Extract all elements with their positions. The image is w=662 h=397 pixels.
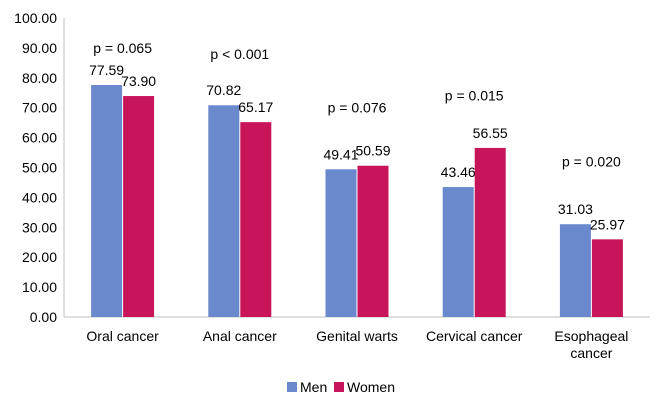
y-tick-label: 70.00 [22, 100, 57, 116]
y-tick-label: 80.00 [22, 70, 57, 86]
x-category-label-line: cancer [570, 345, 612, 361]
data-label: 25.97 [590, 216, 625, 232]
data-label: 49.41 [323, 146, 358, 162]
y-tick-label: 50.00 [22, 160, 57, 176]
bar-women [240, 122, 272, 318]
legend: Men Women [287, 379, 395, 395]
x-category-label-line: Genital warts [316, 328, 398, 344]
p-value-label: p = 0.076 [328, 100, 387, 116]
x-category-label-line: Oral cancer [86, 328, 159, 344]
bar-men [559, 224, 591, 317]
data-label: 65.17 [238, 99, 273, 115]
legend-label-women: Women [347, 379, 395, 395]
y-axis: 0.00 10.00 20.00 30.00 40.00 50.00 60.00 70.00 8… [14, 10, 65, 325]
y-tick-label: 20.00 [22, 249, 57, 265]
bar-women [357, 165, 389, 317]
x-category-label: Genital warts [316, 328, 398, 344]
x-category-label: Oral cancer [86, 328, 159, 344]
x-category-label: Anal cancer [203, 328, 277, 344]
x-axis: Oral cancer Anal cancer Genital warts Cervi… [64, 316, 650, 361]
data-label: 43.46 [441, 164, 476, 180]
bar-men [208, 105, 240, 317]
bar-men [91, 85, 123, 318]
y-tick-label: 40.00 [22, 189, 57, 205]
data-label: 50.59 [355, 143, 390, 159]
y-tick-label: 0.00 [30, 309, 57, 325]
legend-label-men: Men [300, 379, 327, 395]
p-value-label: p = 0.020 [562, 154, 621, 170]
y-tick-label: 90.00 [22, 40, 57, 56]
p-value-annotations: p = 0.065 p < 0.001 p = 0.076 p = 0.015 p = … [93, 40, 621, 170]
y-tick-label: 60.00 [22, 130, 57, 146]
data-label: 73.90 [121, 73, 156, 89]
bar-women [123, 96, 155, 317]
x-category-label: Esophageal cancer [554, 328, 628, 361]
y-tick-label: 10.00 [22, 279, 57, 295]
x-category-label-line: Cervical cancer [426, 328, 523, 344]
bar-women [591, 239, 623, 317]
p-value-label: p = 0.015 [445, 88, 504, 104]
x-category-label-line: Esophageal [554, 328, 628, 344]
bar-women [474, 147, 506, 317]
y-tick-label: 30.00 [22, 219, 57, 235]
p-value-label: p < 0.001 [210, 46, 269, 62]
bar-men [442, 187, 474, 317]
legend-swatch-men [287, 382, 297, 392]
data-label: 77.59 [89, 62, 124, 78]
x-category-label: Cervical cancer [426, 328, 523, 344]
legend-swatch-women [334, 382, 344, 392]
p-value-label: p = 0.065 [93, 40, 152, 56]
data-label: 56.55 [473, 125, 508, 141]
bar-men [325, 169, 357, 317]
y-tick-label: 100.00 [14, 10, 57, 26]
x-category-label-line: Anal cancer [203, 328, 277, 344]
data-label: 70.82 [206, 82, 241, 98]
data-label: 31.03 [558, 201, 593, 217]
